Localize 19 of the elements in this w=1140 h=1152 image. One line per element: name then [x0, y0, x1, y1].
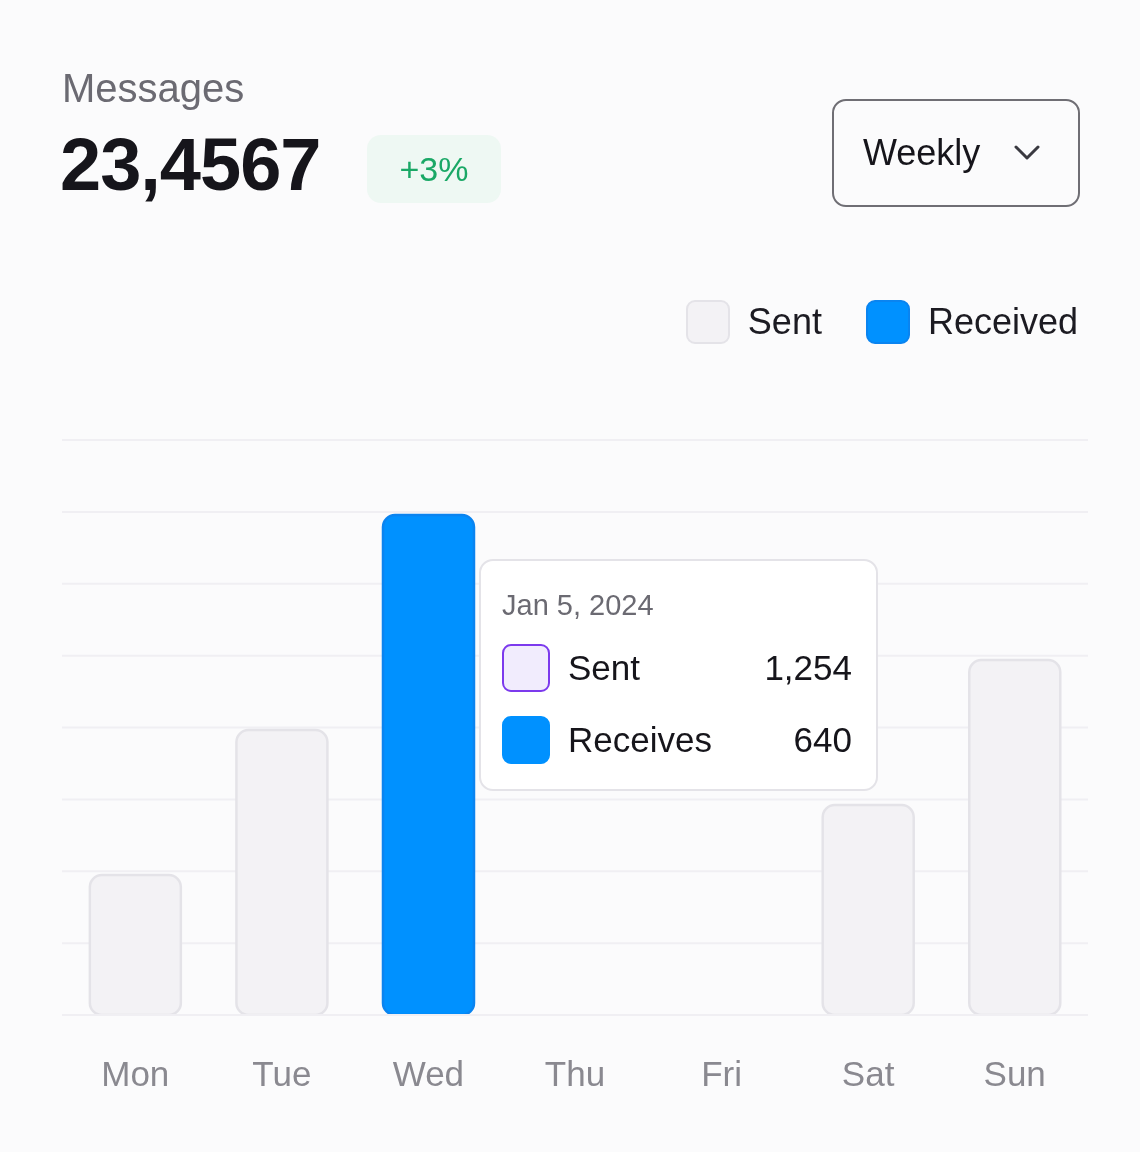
x-tick-label: Sat	[841, 1053, 895, 1093]
annotation: 1,254	[764, 648, 852, 688]
legend-label: Sent	[747, 301, 822, 343]
x-tick-label: Sun	[983, 1053, 1046, 1093]
x-tick-label: Fri	[701, 1053, 742, 1093]
x-tick-label: Mon	[101, 1053, 170, 1093]
annotation: Jan 5, 2024	[502, 589, 655, 622]
annotation: Receives	[568, 720, 713, 760]
bar	[381, 513, 476, 1015]
annotation: 640	[793, 720, 852, 760]
annotation: Sent	[568, 648, 641, 688]
x-tick-label: Tue	[252, 1053, 312, 1093]
x-tick-label: Thu	[544, 1053, 606, 1093]
chart-title: Messages	[62, 66, 245, 111]
dropdown: Weekly	[832, 99, 1080, 207]
x-tick-label: Wed	[392, 1053, 465, 1093]
legend-label: Received	[927, 301, 1078, 343]
text: +3%	[367, 135, 501, 203]
chart-subtitle: 23,4567	[60, 122, 321, 207]
